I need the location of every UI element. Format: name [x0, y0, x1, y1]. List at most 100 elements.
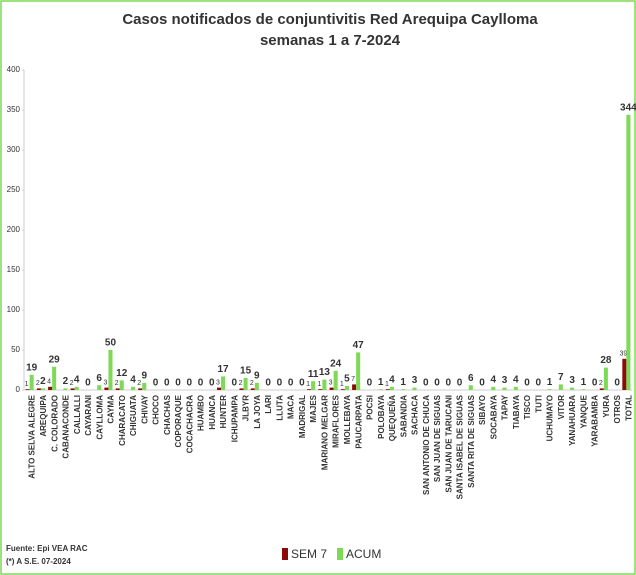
data-label: 4 [389, 374, 395, 385]
data-label: 0 [265, 378, 271, 389]
data-label: 3 [103, 379, 107, 386]
bar [63, 388, 68, 390]
data-label: 1 [385, 381, 389, 388]
y-tick-label: 300 [7, 145, 21, 154]
x-tick-label: CHIVAY [140, 394, 149, 424]
data-label: 1 [25, 381, 29, 388]
data-label: 0 [198, 378, 204, 389]
x-tick-label: SACHACA [411, 395, 420, 435]
bar [329, 387, 334, 390]
bar [254, 382, 259, 390]
data-label: 0 [277, 378, 283, 389]
x-tick-label: YANQUE [579, 394, 588, 428]
data-label: 15 [240, 366, 252, 377]
x-tick-label: SOCABAYA [489, 395, 498, 440]
x-tick-label: MOLLEBAYA [343, 395, 352, 444]
data-label: 2 [599, 380, 603, 387]
data-label: 6 [468, 373, 474, 384]
x-tick-label: CHARACATO [118, 395, 127, 446]
bar [250, 388, 255, 390]
data-label: 1 [340, 381, 344, 388]
x-tick-label: POLOBAYA [377, 395, 386, 439]
data-label: 0 [299, 378, 305, 389]
data-label: 4 [130, 374, 136, 385]
chart-subtitle: semanas 1 a 7-2024 [260, 32, 401, 49]
data-label: 0 [288, 378, 294, 389]
x-tick-label: CABANACONDE [62, 394, 71, 458]
data-label: 0 [153, 378, 159, 389]
data-label: 12 [116, 368, 128, 379]
y-tick-label: 350 [7, 105, 21, 114]
x-tick-label: COCACHACRA [185, 395, 194, 453]
data-label: 2 [40, 376, 46, 387]
bar [318, 389, 323, 390]
bar [385, 389, 390, 390]
data-label: 0 [232, 378, 238, 389]
bar [412, 387, 417, 390]
bar [491, 386, 496, 390]
legend-label: SEM 7 [291, 547, 327, 561]
x-tick-label: COPORAQUE [174, 394, 183, 447]
y-tick-label: 400 [7, 65, 21, 74]
data-label: 3 [412, 375, 418, 386]
bar [389, 386, 394, 390]
bar [581, 389, 586, 390]
data-label: 0 [479, 378, 485, 389]
data-label: 0 [445, 378, 451, 389]
bar [322, 379, 327, 390]
data-label: 0 [367, 378, 373, 389]
x-tick-label: POCSI [366, 395, 375, 420]
data-label: 0 [85, 378, 91, 389]
x-tick-label: MAJES [309, 394, 318, 422]
data-label: 0 [175, 378, 181, 389]
data-label: 3 [502, 375, 508, 386]
bar [570, 387, 575, 390]
data-label: 13 [319, 367, 331, 378]
bar [142, 382, 147, 390]
data-label: 17 [218, 364, 230, 375]
bar [130, 386, 136, 390]
x-tick-label: MARIANO MELGAR [320, 395, 329, 470]
bar [29, 374, 34, 390]
bar [307, 389, 312, 390]
bar [513, 386, 518, 390]
x-tick-label: SAN ANTONIO DE CHUCA [422, 395, 431, 495]
x-tick-label: SIBAYO [478, 395, 487, 425]
x-tick-label: TOTAL [624, 395, 633, 421]
bar [40, 388, 45, 390]
data-label: 0 [434, 378, 440, 389]
note: (*) A S.E. 07-2024 [6, 557, 71, 566]
bar [48, 386, 53, 390]
data-label: 2 [63, 376, 69, 387]
x-tick-label: VITOR [557, 395, 566, 420]
data-label: 3 [329, 379, 333, 386]
x-tick-label: CHIGUATA [129, 395, 138, 436]
x-tick-label: HUANCA [208, 395, 217, 430]
x-tick-label: LLUTA [275, 395, 284, 421]
y-tick-label: 150 [7, 265, 21, 274]
bar [216, 387, 222, 390]
y-tick-label: 250 [7, 185, 21, 194]
data-label: 0 [536, 378, 542, 389]
data-label: 1 [581, 377, 587, 388]
legend-swatch [282, 548, 288, 560]
x-tick-label: CAYLLOMA [95, 395, 104, 440]
data-label: 2 [239, 380, 243, 387]
x-tick-label: CALLALLI [73, 395, 82, 434]
bar [333, 370, 338, 390]
note: Fuente: Epi VEA RAC [6, 544, 88, 553]
data-label: 19 [26, 362, 38, 373]
data-label: 2 [36, 380, 40, 387]
bar [603, 367, 608, 390]
bar [239, 388, 244, 390]
x-tick-label: TISCO [523, 395, 532, 419]
bar [74, 386, 79, 390]
bar [340, 389, 345, 390]
x-tick-label: C. COLORADO [50, 395, 59, 452]
data-label: 0 [457, 378, 463, 389]
bar [119, 380, 124, 390]
x-tick-label: CHOCO [152, 395, 161, 425]
data-label: 9 [141, 370, 147, 381]
bar [97, 385, 102, 390]
